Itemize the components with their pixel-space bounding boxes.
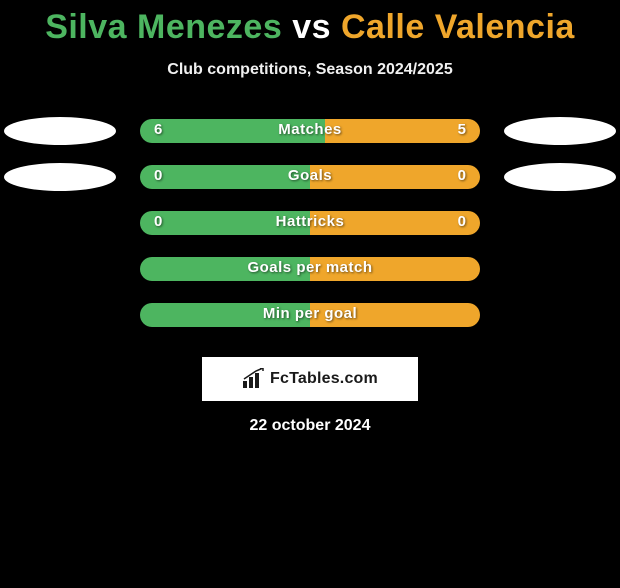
comparison-container: Silva Menezes vs Calle Valencia Club com… [0, 8, 620, 435]
player1-fill [140, 211, 310, 235]
player1-fill [140, 257, 310, 281]
player1-indicator [4, 117, 116, 145]
stat-bar-track [140, 211, 480, 235]
player2-fill [325, 119, 480, 143]
player2-fill [310, 257, 480, 281]
player2-fill [310, 165, 480, 189]
stat-row: Goals per match [0, 257, 620, 303]
stat-row: Min per goal [0, 303, 620, 349]
bar-chart-icon [242, 368, 266, 390]
vs-separator: vs [292, 8, 331, 46]
stat-rows: Matches65 Goals00 Hattricks00 Goals per mat… [0, 119, 620, 349]
player2-fill [310, 211, 480, 235]
subtitle: Club competitions, Season 2024/2025 [0, 61, 620, 79]
stat-bar: Goals per match [140, 257, 480, 281]
logo-text: FcTables.com [270, 370, 378, 388]
stat-row: Goals00 [0, 165, 620, 211]
stat-row: Matches65 [0, 119, 620, 165]
date-label: 22 october 2024 [0, 417, 620, 435]
stat-bar-track [140, 257, 480, 281]
player1-fill [140, 119, 325, 143]
stat-bar: Goals00 [140, 165, 480, 189]
player1-fill [140, 165, 310, 189]
player1-indicator [4, 163, 116, 191]
page-title: Silva Menezes vs Calle Valencia [0, 8, 620, 47]
stat-row: Hattricks00 [0, 211, 620, 257]
player2-indicator [504, 117, 616, 145]
stat-bar: Matches65 [140, 119, 480, 143]
player2-fill [310, 303, 480, 327]
stat-bar-track [140, 303, 480, 327]
stat-bar: Min per goal [140, 303, 480, 327]
player1-fill [140, 303, 310, 327]
logo-box[interactable]: FcTables.com [202, 357, 418, 401]
stat-bar: Hattricks00 [140, 211, 480, 235]
stat-bar-track [140, 119, 480, 143]
player1-name: Silva Menezes [45, 8, 282, 46]
player2-name: Calle Valencia [341, 8, 575, 46]
player2-indicator [504, 163, 616, 191]
stat-bar-track [140, 165, 480, 189]
